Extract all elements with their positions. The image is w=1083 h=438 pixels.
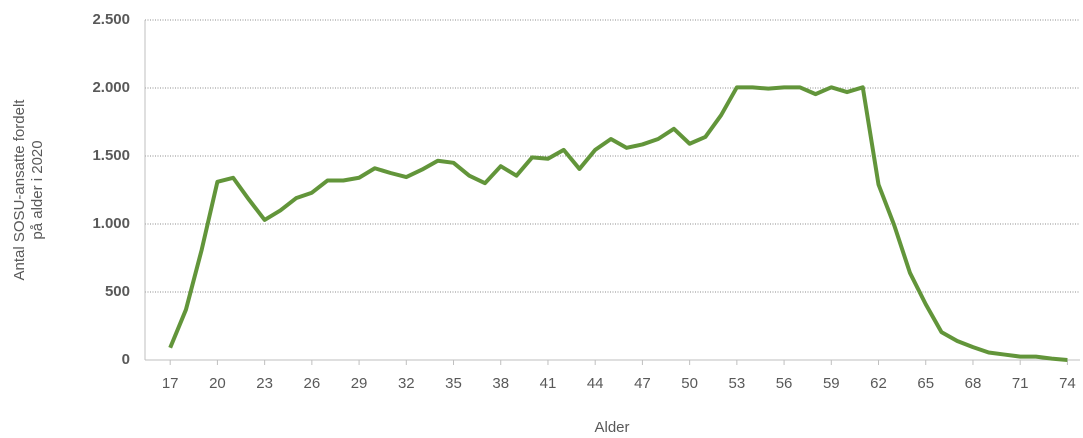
x-tick-label: 47 [634, 375, 651, 392]
y-axis-label: Antal SOSU-ansatte fordelt [11, 99, 28, 281]
x-tick-label: 53 [729, 375, 746, 392]
y-tick-label: 2.000 [92, 79, 130, 96]
x-tick-label: 17 [162, 375, 179, 392]
x-tick-label: 44 [587, 375, 604, 392]
x-tick-label: 65 [917, 375, 934, 392]
y-tick-label: 1.500 [92, 147, 130, 164]
x-tick-label: 50 [681, 375, 698, 392]
x-tick-label: 29 [351, 375, 368, 392]
x-tick-label: 32 [398, 375, 415, 392]
x-tick-label: 41 [540, 375, 557, 392]
x-tick-label: 68 [965, 375, 982, 392]
x-tick-label: 23 [256, 375, 273, 392]
y-tick-label: 0 [122, 351, 130, 368]
x-tick-label: 56 [776, 375, 793, 392]
x-tick-label: 74 [1059, 375, 1076, 392]
x-axis-label: Alder [594, 419, 629, 436]
data-line [168, 85, 1068, 362]
x-tick-label: 26 [304, 375, 321, 392]
x-tick-label: 59 [823, 375, 840, 392]
x-tick-label: 35 [445, 375, 462, 392]
y-tick-label: 2.500 [92, 11, 130, 28]
y-tick-label: 500 [105, 283, 130, 300]
y-axis-label: på alder i 2020 [29, 140, 46, 239]
x-tick-label: 20 [209, 375, 226, 392]
y-tick-label: 1.000 [92, 215, 130, 232]
x-tick-label: 38 [492, 375, 509, 392]
x-tick-label: 71 [1012, 375, 1029, 392]
x-tick-label: 62 [870, 375, 887, 392]
